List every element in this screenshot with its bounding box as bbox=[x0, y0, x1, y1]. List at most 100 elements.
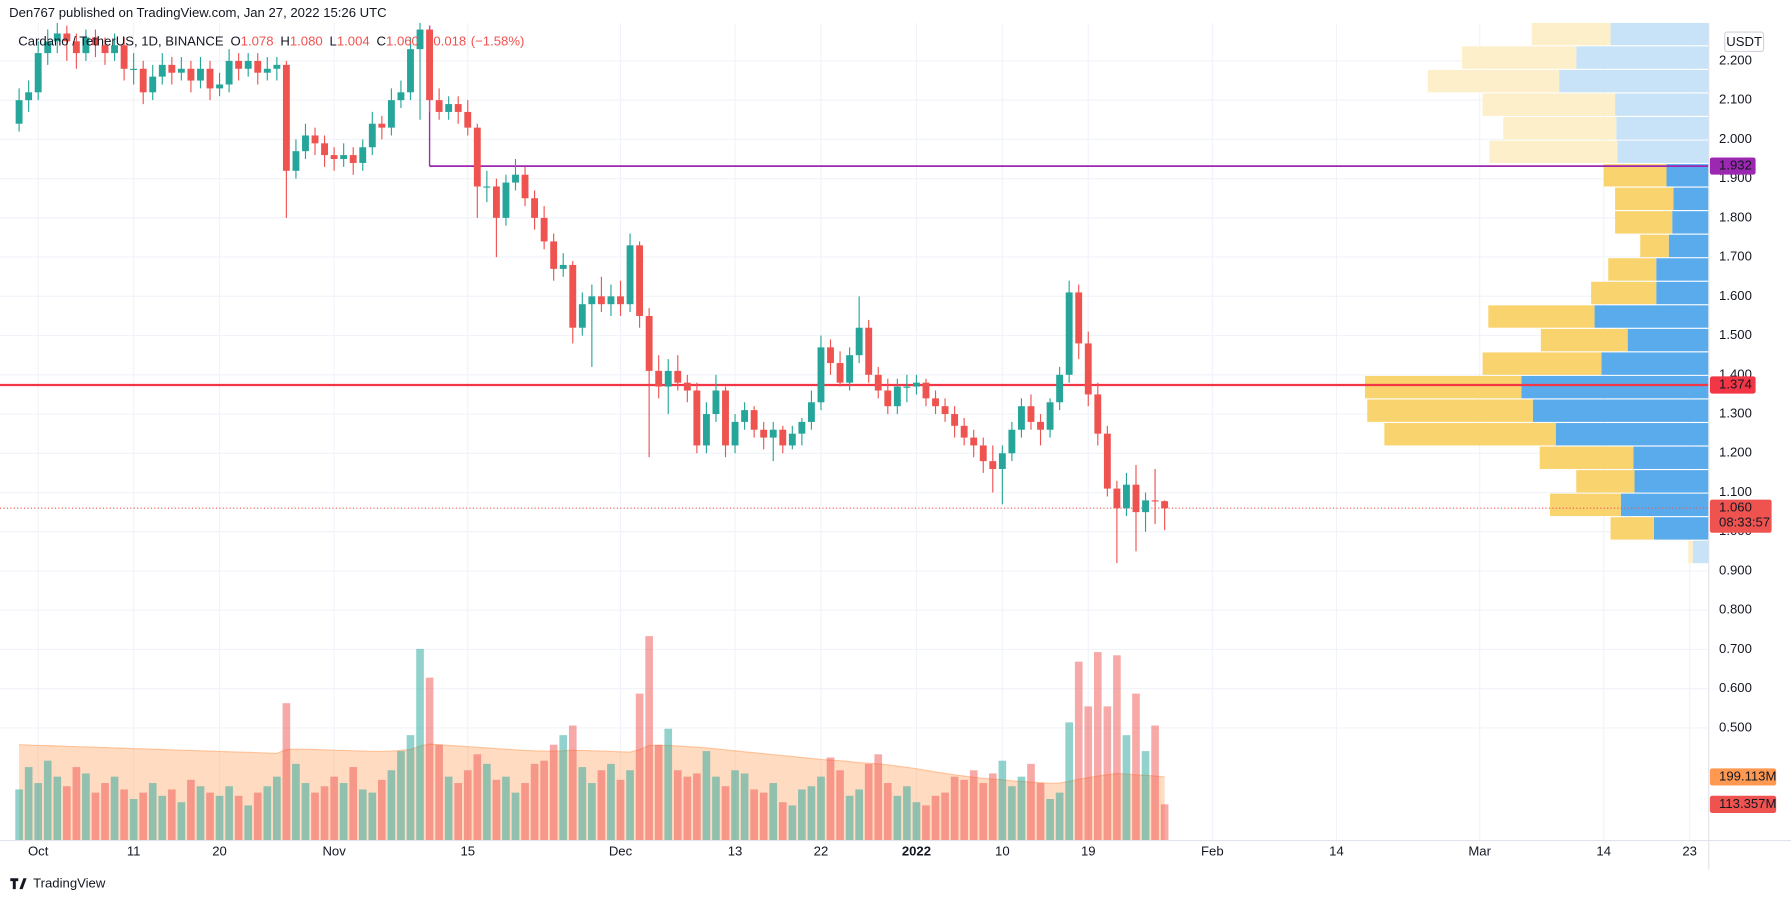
profile-up bbox=[1616, 117, 1709, 140]
profile-up bbox=[1692, 540, 1709, 564]
candle-body bbox=[254, 60, 262, 73]
candle-body bbox=[989, 461, 997, 469]
candle-body bbox=[636, 245, 644, 316]
profile-down bbox=[1640, 234, 1669, 258]
candle-body bbox=[435, 100, 443, 112]
volume-bar bbox=[903, 786, 911, 841]
candle-body bbox=[617, 296, 624, 305]
candle-body bbox=[1161, 501, 1169, 509]
candle-body bbox=[349, 155, 357, 163]
volume-bar bbox=[158, 795, 167, 841]
candle-body bbox=[788, 433, 796, 446]
x-tick-label: 2022 bbox=[902, 843, 931, 858]
volume-bar bbox=[282, 703, 291, 841]
candle-body bbox=[454, 104, 462, 112]
price-tag bbox=[1709, 376, 1756, 394]
volume-bar bbox=[148, 783, 157, 841]
profile-up bbox=[1656, 281, 1709, 305]
legend-key: O bbox=[230, 34, 240, 49]
profile-down bbox=[1591, 281, 1657, 305]
volume-bar bbox=[1027, 763, 1035, 841]
volume-bar bbox=[616, 779, 625, 841]
candle-body bbox=[817, 347, 825, 403]
candle-body bbox=[1008, 429, 1016, 454]
volume-bar bbox=[597, 770, 606, 841]
profile-down bbox=[1503, 117, 1617, 140]
volume-bar bbox=[721, 786, 730, 841]
x-tick-label: 14 bbox=[1329, 843, 1344, 858]
candle-body bbox=[263, 68, 271, 73]
volume-bar bbox=[473, 754, 482, 841]
y-tick-label: 0.900 bbox=[1719, 562, 1752, 577]
volume-bar bbox=[454, 783, 463, 841]
candle-body bbox=[1151, 500, 1159, 502]
volume-bar bbox=[969, 770, 978, 841]
volume-bar bbox=[759, 792, 768, 841]
candle-body bbox=[807, 402, 815, 422]
volume-bar bbox=[511, 792, 520, 841]
profile-down bbox=[1367, 399, 1533, 422]
volume-bar bbox=[502, 776, 510, 841]
candle-body bbox=[1027, 406, 1035, 422]
volume-bar bbox=[950, 776, 959, 841]
unit-box[interactable] bbox=[1724, 31, 1765, 53]
profile-up bbox=[1610, 22, 1709, 46]
candle-body bbox=[731, 421, 739, 446]
volume-bar bbox=[110, 776, 119, 841]
candle-body bbox=[273, 64, 281, 69]
logo-mark bbox=[10, 878, 27, 890]
volume-bar bbox=[1151, 725, 1159, 841]
candle-body bbox=[44, 41, 52, 54]
x-tick-label: 23 bbox=[1682, 843, 1697, 858]
candle-body bbox=[387, 100, 395, 128]
volume-bar bbox=[893, 795, 902, 841]
profile-up bbox=[1620, 493, 1709, 517]
candle-body bbox=[53, 33, 61, 42]
candle-body bbox=[846, 355, 854, 383]
volume-bar bbox=[34, 783, 43, 841]
legend-key: C bbox=[377, 34, 386, 49]
volume-bar bbox=[607, 763, 615, 841]
profile-down bbox=[1531, 22, 1611, 46]
y-tick-label: 1.800 bbox=[1719, 209, 1752, 224]
candle-body bbox=[416, 29, 424, 50]
candle-body bbox=[827, 347, 834, 364]
volume-bar bbox=[177, 802, 186, 841]
volume-bar bbox=[358, 789, 367, 841]
y-tick-label: 2.000 bbox=[1719, 131, 1752, 146]
volume-bar bbox=[530, 763, 539, 841]
volume-bar bbox=[387, 770, 396, 841]
candle-body bbox=[912, 382, 920, 387]
candle-body bbox=[130, 68, 138, 70]
volume-bar bbox=[301, 783, 310, 841]
legend-value: 1.004 bbox=[337, 34, 370, 49]
profile-up bbox=[1634, 470, 1709, 493]
y-tick-label: 0.700 bbox=[1719, 641, 1752, 656]
price-tag-label: 1.060 bbox=[1719, 500, 1752, 515]
candle-body bbox=[483, 186, 491, 188]
volume-bar bbox=[836, 770, 844, 841]
volume-bar bbox=[187, 779, 195, 841]
candle-body bbox=[1123, 484, 1130, 509]
candle-body bbox=[34, 53, 42, 93]
candle-body bbox=[168, 64, 176, 73]
volume-bar bbox=[15, 789, 23, 841]
volume-bar bbox=[43, 760, 52, 841]
volume-bar bbox=[1113, 655, 1121, 841]
candle-body bbox=[92, 37, 99, 46]
volume-bar bbox=[702, 751, 711, 841]
profile-down bbox=[1615, 187, 1674, 211]
volume-bar bbox=[206, 792, 214, 841]
candle-body bbox=[540, 217, 548, 242]
symbol: Cardano / TetherUS, 1D, BINANCE bbox=[18, 34, 224, 49]
volume-bar bbox=[225, 786, 233, 841]
volume-bar bbox=[72, 767, 81, 841]
x-tick-label: Mar bbox=[1468, 843, 1491, 858]
candle-body bbox=[1046, 402, 1054, 430]
profile-down bbox=[1482, 93, 1616, 116]
candle-body bbox=[855, 327, 863, 356]
volume-bar bbox=[712, 776, 720, 841]
candle-body bbox=[588, 296, 596, 305]
volume-bar bbox=[378, 779, 386, 841]
